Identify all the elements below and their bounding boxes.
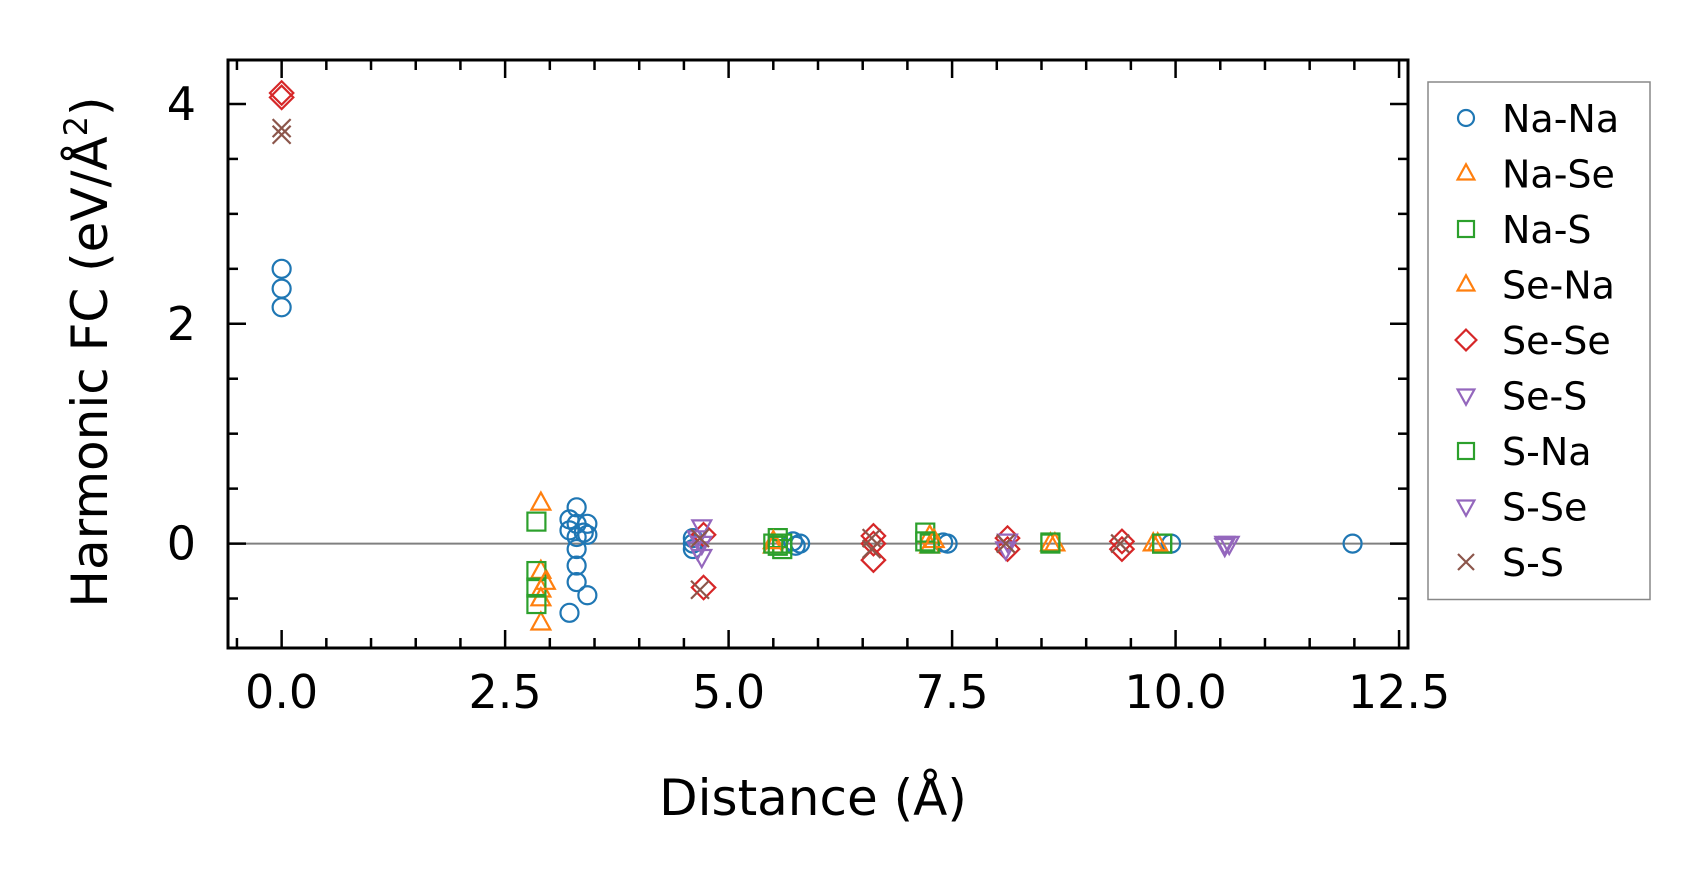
legend-item: S-Na [1456,430,1592,474]
data-point [559,602,580,623]
data-point [573,522,594,543]
x-tick-label: 5.0 [692,665,765,719]
x-axis: 0.0 2.5 5.0 7.5 10.0 12.5 [235,60,1450,719]
legend-item: Se-Se [1454,319,1611,363]
x-tick-label: 2.5 [469,665,542,719]
y-axis-title: Harmonic FC (eV/Å2) [57,96,119,607]
y-tick-label: 2 [167,297,196,351]
y-axis-title-main: Harmonic FC (eV/Å [61,136,119,607]
data-point [526,593,547,615]
legend-label: S-Na [1502,430,1592,474]
data-point [566,555,587,576]
data-point [915,531,936,552]
data-point [268,84,295,111]
data-point [690,574,717,601]
data-point [566,497,587,518]
series-s-s [271,118,1130,600]
y-axis-title-close: ) [61,96,119,116]
data-point [1040,532,1061,553]
legend-item: Na-Se [1455,153,1615,197]
x-axis-title: Distance (Å) [659,769,967,827]
legend: Na-Na Na-Se Na-S Se-Na Se-Se Se-S S-Na S-Se S-S [1427,81,1651,601]
legend-marker [1456,108,1476,128]
legend-marker [1455,273,1477,292]
data-point [566,538,587,560]
data-point [767,535,788,556]
data-point [1213,537,1237,559]
legend-item: Se-S [1455,375,1587,419]
legend-item: Na-Na [1456,97,1619,141]
data-point [1217,535,1241,557]
legend-label: Se-S [1502,375,1587,419]
data-point [690,528,710,548]
y-tick-label: 4 [167,77,196,131]
data-point [566,571,587,593]
legend-label: S-S [1502,541,1564,585]
data-point [995,533,1016,554]
legend-label: Se-Se [1502,319,1611,363]
x-tick-label: 12.5 [1348,665,1450,719]
data-point [1110,533,1130,554]
data-point [690,519,714,540]
legend-marker [1454,328,1478,352]
legend-label: Na-Se [1502,153,1615,197]
data-point [271,124,292,145]
x-tick-label: 10.0 [1124,665,1226,719]
data-point [271,297,292,318]
legend-item: Na-S [1456,208,1592,252]
data-point [1152,533,1173,554]
data-point [271,258,292,279]
legend-marker [1456,441,1476,461]
data-point [526,511,547,532]
data-point [1342,533,1363,554]
legend-label: Na-S [1502,208,1592,252]
series-na-na [271,258,1363,623]
legend-label: Se-Na [1502,264,1615,308]
data-point [534,569,557,590]
legend-marker [1455,162,1477,181]
data-point [529,490,553,511]
data-point [268,79,295,107]
y-axis: 0 2 4 [167,77,1408,600]
data-point [763,533,784,554]
data-point [577,513,598,534]
legend-marker [1456,219,1476,239]
legend-label: S-Se [1502,486,1587,530]
data-point [529,610,553,631]
legend-marker [1457,553,1475,571]
legend-marker [1455,388,1477,407]
legend-item: S-Se [1455,486,1587,530]
legend-label: Na-Na [1502,97,1619,141]
data-point [860,530,887,557]
data-point [271,118,292,138]
y-tick-label: 0 [167,517,196,571]
data-point [686,541,709,562]
y-axis-title-superscript: 2 [57,116,95,136]
legend-marker [1455,499,1477,518]
x-tick-label: 7.5 [916,665,989,719]
legend-item: Se-Na [1455,264,1615,308]
data-point [994,535,1021,563]
data-point [690,579,710,600]
data-point [577,524,598,545]
data-point [919,533,940,554]
data-point [1108,535,1136,563]
x-tick-label: 0.0 [245,665,318,719]
data-point [861,539,882,559]
legend-item: S-S [1457,541,1564,585]
data-point [577,585,598,606]
data-point [526,577,547,598]
series-s-na [763,531,1173,556]
